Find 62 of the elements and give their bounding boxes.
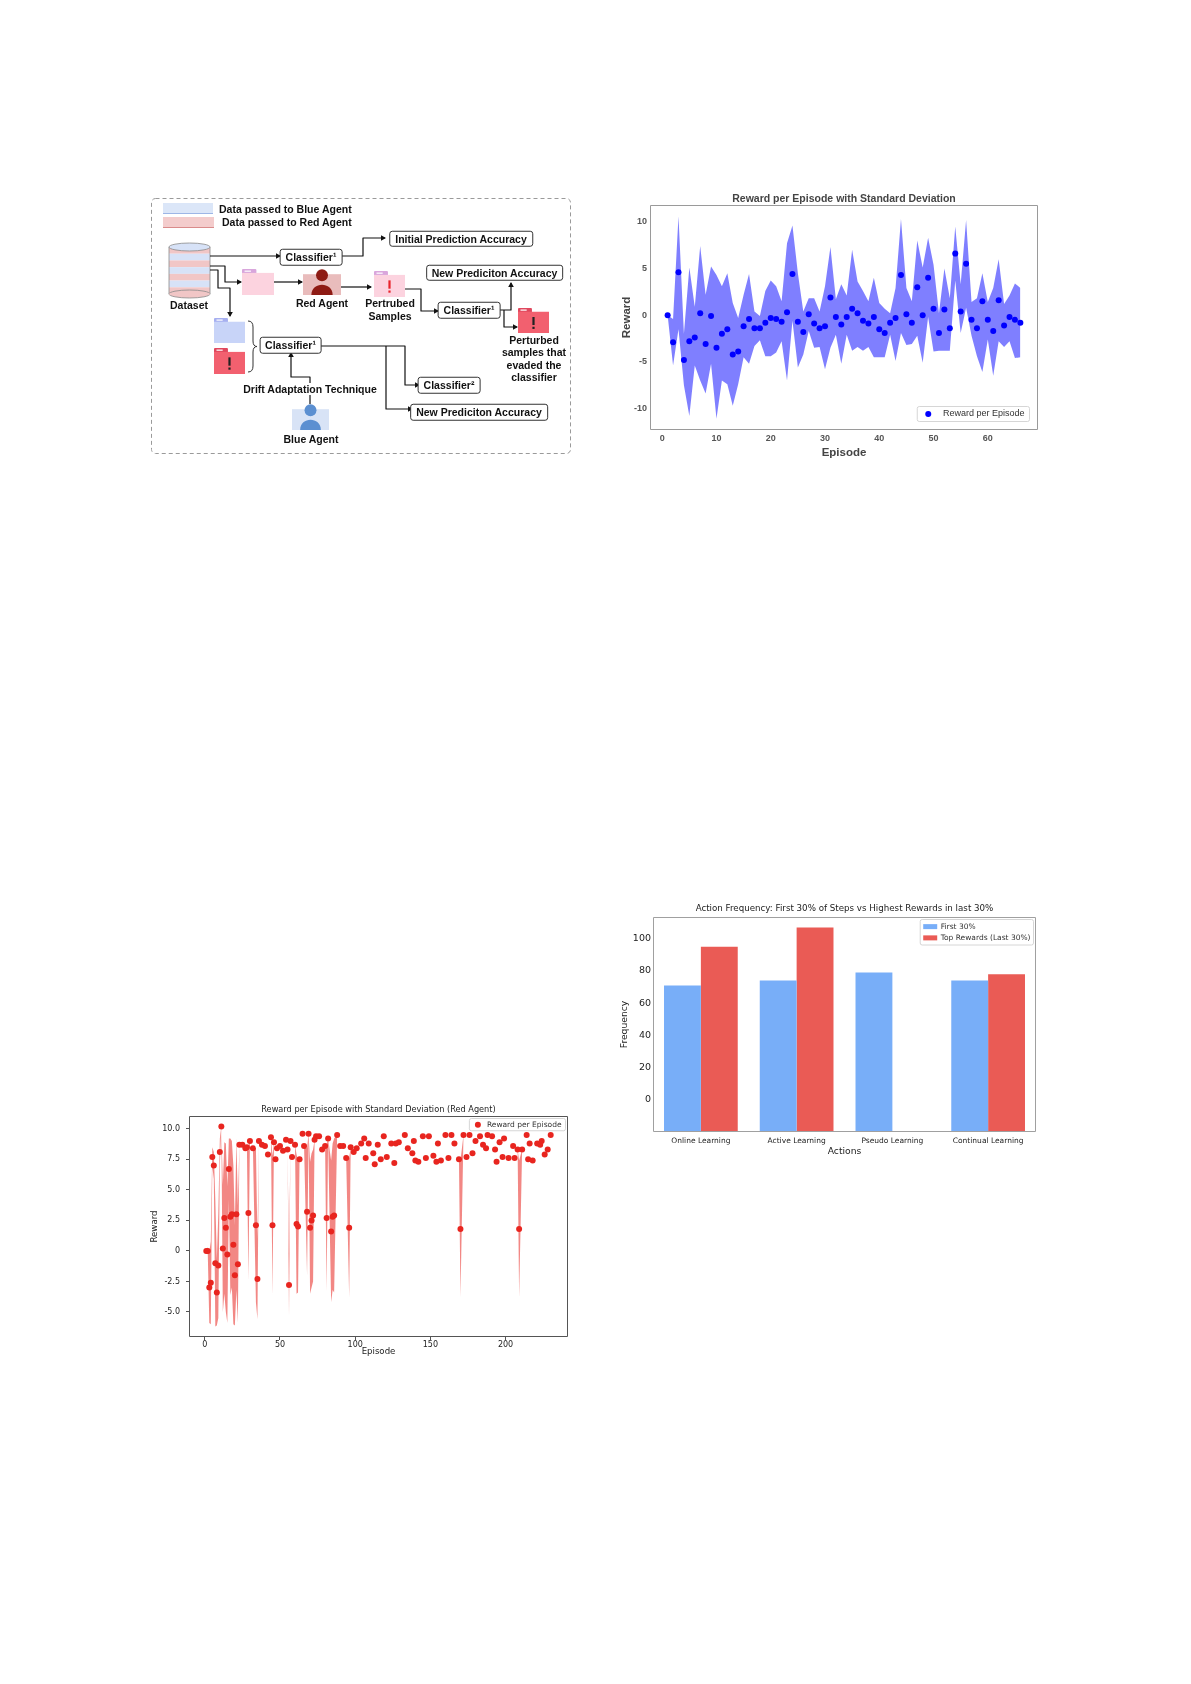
- x-tick-label: 20: [765, 432, 776, 443]
- x-tick-label: 150: [422, 1339, 439, 1349]
- x-tick-label: 60: [982, 432, 993, 443]
- bar: [855, 972, 893, 1132]
- chart-title: Reward per Episode with Standard Deviation: [732, 191, 956, 204]
- bar: [988, 974, 1025, 1132]
- y-tick-label: 7.5: [167, 1154, 180, 1164]
- text: Drift Adaptation Technique: [243, 382, 377, 395]
- text: Data passed to Red Agent: [222, 215, 352, 229]
- y-tick-label: 100: [632, 932, 651, 944]
- y-tick-label: 60: [638, 996, 651, 1008]
- bar: [796, 927, 834, 1132]
- y-tick-label: 80: [638, 964, 651, 976]
- y-tick-label: 5: [641, 262, 647, 273]
- text: Pertrubed Samples: [364, 296, 416, 322]
- chart-title: Reward per Episode with Standard Deviation (Red Agent): [261, 1104, 496, 1115]
- text: Red Agent: [295, 296, 349, 310]
- legend-label: Reward per Episode: [942, 408, 1025, 419]
- y-tick-label: -5.0: [164, 1307, 180, 1317]
- x-axis-title: Episode: [821, 446, 867, 459]
- text: Classifier²: [417, 376, 481, 394]
- y-tick-label: -2.5: [164, 1276, 180, 1286]
- bar: [951, 980, 989, 1132]
- x-tick-label: 0: [659, 432, 665, 443]
- y-axis-title: Frequency: [617, 1000, 629, 1049]
- x-tick-label: 10: [711, 432, 722, 443]
- y-tick-label: 0: [174, 1246, 180, 1255]
- y-tick-label: 5.0: [167, 1184, 180, 1194]
- text: New Prediciton Accuracy: [425, 264, 564, 281]
- text: Classifier¹: [279, 248, 343, 266]
- bar: [700, 946, 738, 1132]
- text: Blue Agent: [283, 432, 339, 446]
- text: Data passed to Blue Agent: [219, 202, 352, 216]
- y-tick-label: -10: [633, 403, 647, 414]
- text: Dataset: [170, 298, 208, 312]
- text: Classifier¹: [259, 336, 322, 354]
- x-tick-label: 100: [347, 1339, 363, 1349]
- bar: [664, 985, 701, 1132]
- x-axis-title: Actions: [827, 1145, 862, 1157]
- x-tick-label: 40: [874, 432, 885, 443]
- y-tick-label: 0: [641, 309, 647, 320]
- x-tick-label: 30: [820, 432, 831, 443]
- text: New Prediciton Accuracy: [410, 403, 548, 421]
- chart-title: Action Frequency: First 30% of Steps vs Highest Rewards in last 30%: [695, 903, 994, 914]
- x-tick-label: 50: [274, 1339, 286, 1349]
- x-tick-label: 0: [202, 1339, 208, 1349]
- bar: [759, 980, 797, 1132]
- text: Perturbed samples that evaded the classifier: [500, 333, 568, 384]
- y-tick-label: 0: [644, 1093, 651, 1105]
- x-tick-label: 200: [497, 1339, 514, 1349]
- y-tick-label: 10.0: [162, 1123, 180, 1133]
- x-axis-title: Episode: [361, 1345, 396, 1356]
- y-axis-title: Reward: [620, 296, 633, 339]
- y-tick-label: -5: [638, 356, 647, 367]
- x-tick-label: 50: [928, 432, 939, 443]
- y-tick-label: 20: [638, 1061, 651, 1073]
- text: Classifier¹: [437, 301, 501, 319]
- y-tick-label: 40: [638, 1028, 651, 1040]
- y-tick-label: 2.5: [167, 1215, 180, 1225]
- y-axis-title: Reward: [149, 1210, 160, 1243]
- text: Initial Prediction Accuracy: [389, 230, 533, 247]
- y-tick-label: 10: [636, 216, 647, 227]
